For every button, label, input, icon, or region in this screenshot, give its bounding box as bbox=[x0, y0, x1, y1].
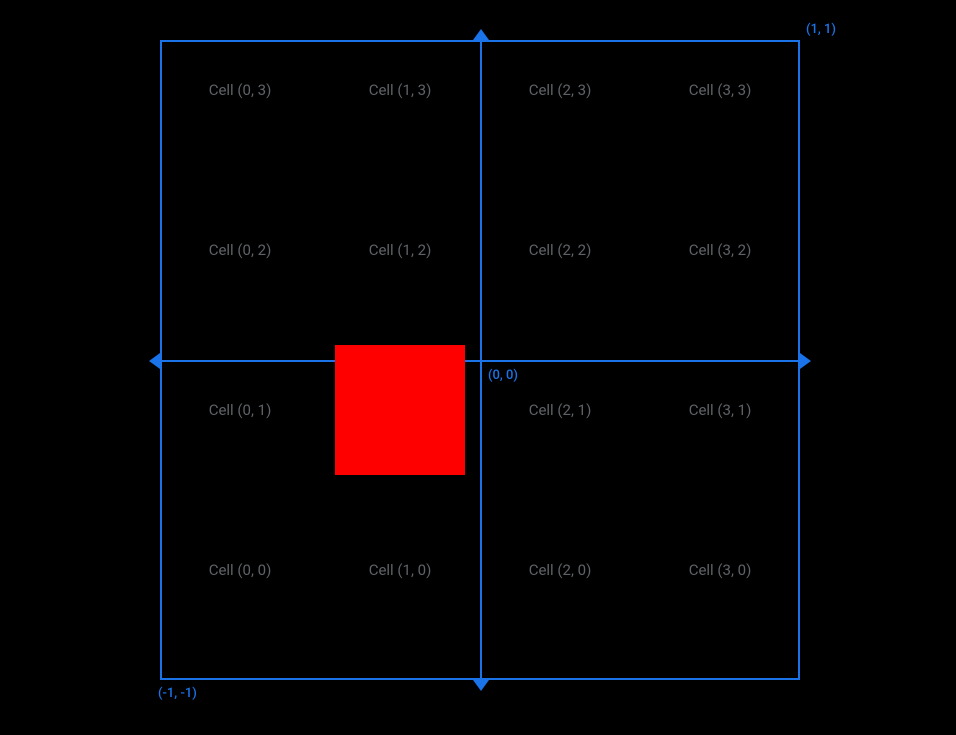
cell-label: Cell (1, 3) bbox=[369, 81, 432, 99]
cell-label: Cell (2, 1) bbox=[529, 401, 592, 419]
cell-label: Cell (0, 0) bbox=[209, 561, 272, 579]
cell-label: Cell (3, 3) bbox=[689, 81, 752, 99]
arrow-up-icon bbox=[473, 29, 489, 40]
corner-label-bottom-left: (-1, -1) bbox=[158, 686, 197, 701]
diagram-stage: Cell (0, 3) Cell (1, 3) Cell (2, 3) Cell (3… bbox=[0, 0, 956, 735]
cell-label: Cell (2, 2) bbox=[529, 241, 592, 259]
cell-label: Cell (0, 1) bbox=[209, 401, 272, 419]
cell-label: Cell (2, 3) bbox=[529, 81, 592, 99]
arrow-left-icon bbox=[149, 353, 160, 369]
cell-label: Cell (0, 3) bbox=[209, 81, 272, 99]
cell-label: Cell (0, 2) bbox=[209, 241, 272, 259]
corner-label-top-right: (1, 1) bbox=[806, 22, 836, 37]
origin-label: (0, 0) bbox=[488, 368, 518, 383]
y-axis bbox=[480, 40, 482, 680]
highlighted-cell-marker bbox=[335, 345, 465, 475]
arrow-right-icon bbox=[800, 353, 811, 369]
cell-label: Cell (1, 0) bbox=[369, 561, 432, 579]
arrow-down-icon bbox=[473, 680, 489, 691]
cell-label: Cell (3, 0) bbox=[689, 561, 752, 579]
cell-label: Cell (2, 0) bbox=[529, 561, 592, 579]
cell-label: Cell (1, 2) bbox=[369, 241, 432, 259]
cell-label: Cell (3, 1) bbox=[689, 401, 752, 419]
cell-label: Cell (3, 2) bbox=[689, 241, 752, 259]
